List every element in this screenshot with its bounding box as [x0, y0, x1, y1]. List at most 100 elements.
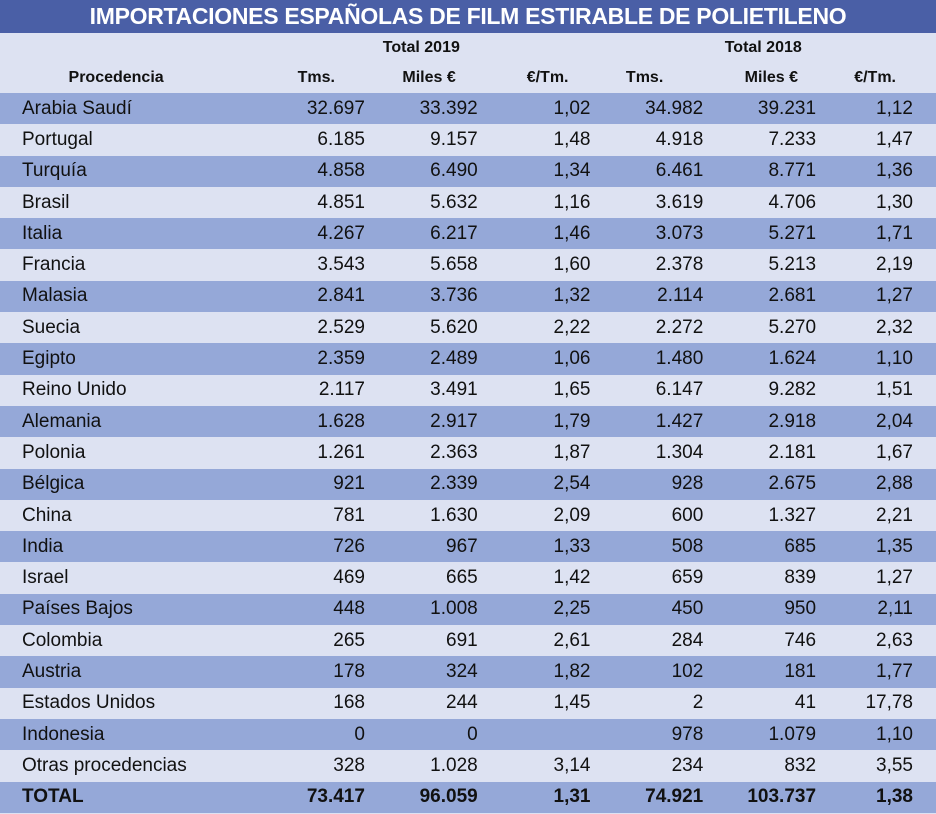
table-title: IMPORTACIONES ESPAÑOLAS DE FILM ESTIRABL…: [0, 0, 936, 33]
cell-tms-2019: 2.529: [252, 312, 365, 344]
cell-eurtm-2019: 1,32: [477, 280, 591, 313]
cell-tms-2019: 0: [252, 718, 365, 751]
cell-eurtm-2019: 1,87: [477, 437, 591, 469]
cell-miles-2018: 2.181: [703, 437, 817, 469]
table-row: Francia 3.543 5.658 1,60 2.378 5.213 2,19: [0, 249, 936, 281]
cell-country: India: [0, 531, 253, 563]
cell-country: Israel: [0, 562, 253, 594]
cell-eurtm-2018: 1,67: [816, 437, 936, 469]
cell-miles-2018: 9.282: [703, 374, 817, 406]
cell-country: Portugal: [0, 124, 253, 156]
cell-miles-2018: 2.681: [703, 280, 817, 313]
cell-miles-2019: 2.489: [364, 343, 478, 375]
cell-miles-2019: 5.658: [364, 249, 478, 281]
table-row: Indonesia 0 0 978 1.079 1,10: [0, 718, 936, 751]
cell-eurtm-2018: 2,63: [816, 625, 936, 657]
cell-tms-2018: 1.304: [590, 437, 704, 469]
cell-eurtm-2019: [477, 718, 591, 751]
cell-miles-2018: 1.624: [703, 343, 817, 375]
cell-miles-2018: 103.737: [703, 781, 817, 813]
table-row: Suecia 2.529 5.620 2,22 2.272 5.270 2,32: [0, 312, 936, 344]
cell-miles-2018: 839: [703, 562, 817, 594]
cell-miles-2018: 8.771: [703, 155, 817, 187]
cell-tms-2019: 4.851: [252, 186, 365, 219]
cell-miles-2019: 691: [364, 625, 478, 657]
cell-tms-2018: 284: [590, 625, 704, 657]
cell-country: Indonesia: [0, 718, 253, 751]
cell-tms-2018: 1.427: [590, 405, 704, 438]
cell-eurtm-2019: 1,45: [477, 687, 591, 719]
cell-eurtm-2019: 1,79: [477, 405, 591, 438]
header-tms-2019: Tms.: [252, 63, 365, 93]
cell-eurtm-2018: 1,47: [816, 124, 936, 156]
cell-eurtm-2018: 2,19: [816, 249, 936, 281]
cell-miles-2018: 41: [703, 687, 817, 719]
cell-eurtm-2018: 1,71: [816, 218, 936, 250]
cell-eurtm-2018: 2,32: [816, 312, 936, 344]
cell-miles-2018: 950: [703, 593, 817, 626]
cell-tms-2019: 448: [252, 593, 365, 626]
cell-tms-2018: 3.619: [590, 186, 704, 219]
cell-eurtm-2018: 1,12: [816, 93, 936, 125]
cell-miles-2019: 2.917: [364, 405, 478, 438]
cell-eurtm-2018: 1,27: [816, 280, 936, 313]
cell-miles-2019: 1.630: [364, 499, 478, 532]
cell-miles-2019: 96.059: [364, 781, 478, 813]
cell-miles-2018: 685: [703, 531, 817, 563]
cell-tms-2019: 1.261: [252, 437, 365, 469]
cell-tms-2019: 32.697: [252, 93, 365, 125]
cell-tms-2019: 1.628: [252, 405, 365, 438]
cell-miles-2018: 39.231: [703, 93, 817, 125]
cell-miles-2019: 244: [364, 687, 478, 719]
cell-tms-2019: 921: [252, 468, 365, 500]
table-row: Arabia Saudí 32.697 33.392 1,02 34.982 39.231…: [0, 93, 936, 125]
cell-tms-2019: 726: [252, 531, 365, 563]
cell-tms-2018: 450: [590, 593, 704, 626]
cell-miles-2019: 2.363: [364, 437, 478, 469]
header-eurtm-2019: €/Tm.: [477, 63, 591, 93]
table-row: Portugal 6.185 9.157 1,48 4.918 7.233 1,47: [0, 124, 936, 156]
cell-miles-2018: 4.706: [703, 186, 817, 219]
cell-country: Estados Unidos: [0, 687, 253, 719]
table-row: Países Bajos 448 1.008 2,25 450 950 2,11: [0, 593, 936, 626]
table-row: Estados Unidos 168 244 1,45 2 41 17,78: [0, 687, 936, 719]
header-year-2019: Total 2019: [252, 33, 591, 63]
cell-miles-2019: 324: [364, 656, 478, 688]
cell-country: Italia: [0, 218, 253, 250]
cell-eurtm-2018: 17,78: [816, 687, 936, 719]
cell-eurtm-2018: 1,10: [816, 718, 936, 751]
cell-country: Bélgica: [0, 468, 253, 500]
total-row: TOTAL 73.417 96.059 1,31 74.921 103.737 1,38: [0, 781, 936, 813]
cell-tms-2018: 34.982: [590, 93, 704, 125]
cell-miles-2019: 665: [364, 562, 478, 594]
table-row: Israel 469 665 1,42 659 839 1,27: [0, 562, 936, 594]
cell-tms-2018: 978: [590, 718, 704, 751]
cell-miles-2019: 967: [364, 531, 478, 563]
cell-miles-2018: 181: [703, 656, 817, 688]
cell-tms-2019: 265: [252, 625, 365, 657]
header-tms-2018: Tms.: [590, 63, 704, 93]
cell-miles-2018: 2.918: [703, 405, 817, 438]
cell-eurtm-2018: 2,11: [816, 593, 936, 626]
cell-country: Brasil: [0, 186, 253, 219]
cell-eurtm-2019: 1,02: [477, 93, 591, 125]
cell-eurtm-2019: 1,31: [477, 781, 591, 813]
cell-miles-2018: 5.213: [703, 249, 817, 281]
cell-eurtm-2019: 1,46: [477, 218, 591, 250]
cell-miles-2019: 3.736: [364, 280, 478, 313]
header-eurtm-2018: €/Tm.: [816, 63, 936, 93]
cell-tms-2019: 4.858: [252, 155, 365, 187]
cell-tms-2018: 659: [590, 562, 704, 594]
cell-tms-2018: 6.147: [590, 374, 704, 406]
table-row: Brasil 4.851 5.632 1,16 3.619 4.706 1,30: [0, 186, 936, 219]
cell-country: Turquía: [0, 155, 253, 187]
cell-eurtm-2018: 3,55: [816, 750, 936, 782]
cell-tms-2018: 1.480: [590, 343, 704, 375]
cell-eurtm-2018: 1,77: [816, 656, 936, 688]
cell-tms-2018: 508: [590, 531, 704, 563]
cell-tms-2019: 3.543: [252, 249, 365, 281]
table-row: India 726 967 1,33 508 685 1,35: [0, 531, 936, 563]
cell-miles-2018: 746: [703, 625, 817, 657]
table-row: China 781 1.630 2,09 600 1.327 2,21: [0, 499, 936, 532]
cell-tms-2018: 928: [590, 468, 704, 500]
